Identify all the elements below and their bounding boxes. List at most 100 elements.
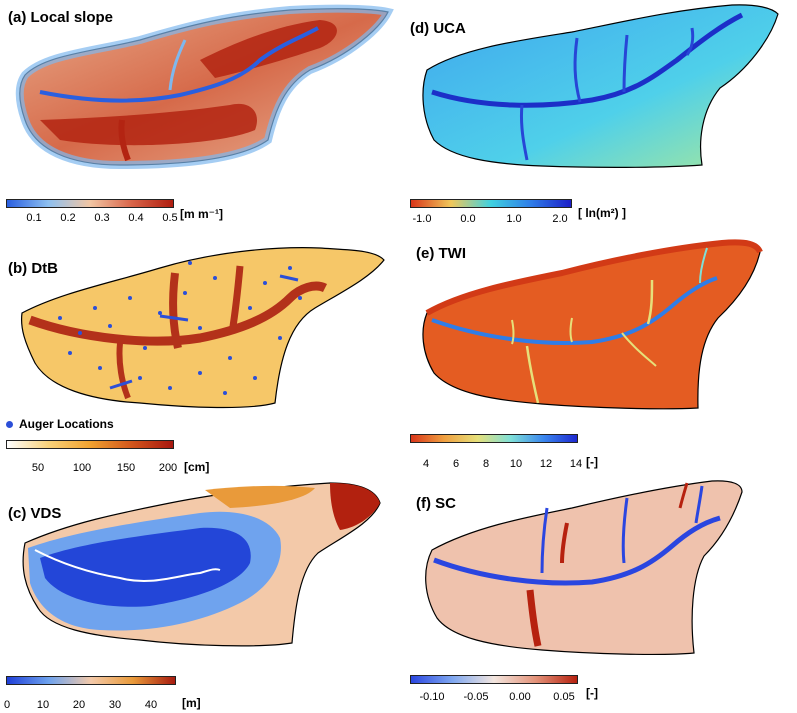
tick-label: 150 — [116, 462, 136, 474]
convergent-tributary — [540, 507, 549, 574]
tick-label: 20 — [72, 699, 86, 711]
colorbar — [6, 676, 176, 685]
colorbar-unit: [m] — [182, 696, 201, 710]
tick-label: 2.0 — [552, 213, 568, 225]
tick-label: -1.0 — [412, 213, 432, 225]
tributary — [699, 247, 708, 284]
divergent-ridge — [678, 482, 689, 509]
tick-label: 0.0 — [460, 213, 476, 225]
tributary — [511, 319, 515, 345]
tick-label: 0.2 — [60, 212, 76, 224]
uca-map — [422, 4, 779, 168]
panel-local-slope: (a) Local slope 0.1 0.2 0.3 0.4 0.5 [m m… — [0, 0, 395, 235]
tick-label: 0.4 — [128, 212, 144, 224]
auger-locations — [58, 261, 302, 395]
panel-title: (c) VDS — [8, 505, 62, 522]
catchment-outline — [20, 247, 385, 409]
tributary — [646, 279, 654, 325]
deep-soil-branch — [169, 272, 182, 349]
valley-deep — [40, 527, 251, 607]
tick-label: 14 — [569, 458, 583, 470]
colorbar — [410, 434, 578, 443]
tick-label: 0.3 — [94, 212, 110, 224]
panel-title: (e) TWI — [416, 245, 466, 262]
tick-label: 6 — [452, 458, 460, 470]
steep-slope-a — [40, 103, 258, 146]
colorbar — [410, 675, 578, 684]
colorbar-ticks: 4 6 8 10 12 14 — [410, 458, 582, 472]
tributary — [520, 104, 529, 161]
tick-label: 12 — [539, 458, 553, 470]
colorbar — [410, 199, 572, 208]
colorbar — [6, 199, 174, 208]
tick-label: 0.00 — [509, 691, 531, 703]
tick-label: 0.05 — [553, 691, 575, 703]
tick-label: -0.10 — [419, 691, 445, 703]
colorbar-ticks: -0.10 -0.05 0.00 0.05 — [410, 691, 578, 705]
panel-title: (a) Local slope — [8, 9, 114, 26]
convergent-tributary — [694, 485, 704, 524]
channel-branch — [118, 119, 131, 162]
auger-legend: Auger Locations — [6, 417, 114, 431]
legend-label: Auger Locations — [19, 417, 114, 431]
colorbar-ticks: 0 10 20 30 40 — [3, 699, 176, 713]
deep-soil-branch — [116, 342, 131, 400]
divergent-ridge — [560, 522, 569, 564]
panel-twi: (e) TWI 4 6 8 10 12 14 [-] — [402, 238, 797, 478]
colorbar-ticks: -1.0 0.0 1.0 2.0 — [410, 213, 572, 227]
auger-transect — [279, 274, 299, 282]
main-channel — [431, 276, 718, 346]
panel-title: (f) SC — [416, 495, 456, 512]
colorbar-unit: [cm] — [184, 460, 210, 474]
colorbar-unit: [-] — [586, 686, 598, 700]
tributary — [622, 34, 629, 93]
tributary — [569, 317, 573, 343]
dtb-map — [20, 247, 385, 409]
colorbar — [6, 440, 174, 449]
vds-map — [22, 482, 381, 647]
catchment-edge-high — [425, 239, 763, 316]
convergent-channel — [433, 515, 721, 586]
panel-dtb: (b) DtB Auger Locations 50 100 150 200 [… — [0, 238, 395, 478]
deep-soil-channel — [28, 281, 328, 346]
channel — [39, 26, 319, 103]
deep-soil-branch — [228, 265, 244, 334]
catchment-edge-low — [15, 4, 394, 170]
tributary — [525, 345, 540, 404]
divergent-ridge — [526, 589, 542, 647]
highland — [330, 483, 380, 530]
slope-map — [15, 4, 394, 170]
tick-label: 200 — [158, 462, 178, 474]
tick-label: 50 — [31, 462, 45, 474]
panel-uca: (d) UCA -1.0 0.0 1.0 2.0 [ ln(m²) ] — [402, 0, 797, 235]
tick-label: 0 — [3, 699, 11, 711]
tick-label: 8 — [482, 458, 490, 470]
tick-label: 10 — [36, 699, 50, 711]
tick-label: 40 — [144, 699, 158, 711]
panel-title: (d) UCA — [410, 20, 466, 37]
tick-label: 4 — [422, 458, 430, 470]
colorbar-ticks: 0.1 0.2 0.3 0.4 0.5 — [6, 212, 178, 226]
catchment-outline — [425, 480, 743, 656]
tick-label: 1.0 — [506, 213, 522, 225]
auger-dot-icon — [6, 421, 13, 429]
tick-label: -0.05 — [463, 691, 489, 703]
auger-transect — [159, 314, 189, 322]
auger-transect — [109, 379, 133, 390]
colorbar-unit: [ ln(m²) ] — [578, 206, 626, 220]
sc-map — [425, 480, 743, 656]
tributary — [685, 27, 695, 56]
tick-label: 30 — [108, 699, 122, 711]
tick-label: 0.5 — [162, 212, 178, 224]
colorbar-ticks: 50 100 150 200 — [6, 462, 178, 476]
panel-sc: (f) SC -0.10 -0.05 0.00 0.05 [-] — [402, 478, 797, 713]
colorbar-unit: [m m⁻¹] — [180, 207, 223, 221]
colorbar-unit: [-] — [586, 455, 598, 469]
panel-vds: (c) VDS 0 10 20 30 40 [m] — [0, 478, 395, 713]
twi-map — [422, 239, 763, 410]
catchment-outline — [422, 4, 779, 168]
tributary — [621, 332, 657, 367]
channel-branch — [168, 39, 187, 91]
highland-ridge — [205, 485, 315, 508]
tick-label: 0.1 — [26, 212, 42, 224]
